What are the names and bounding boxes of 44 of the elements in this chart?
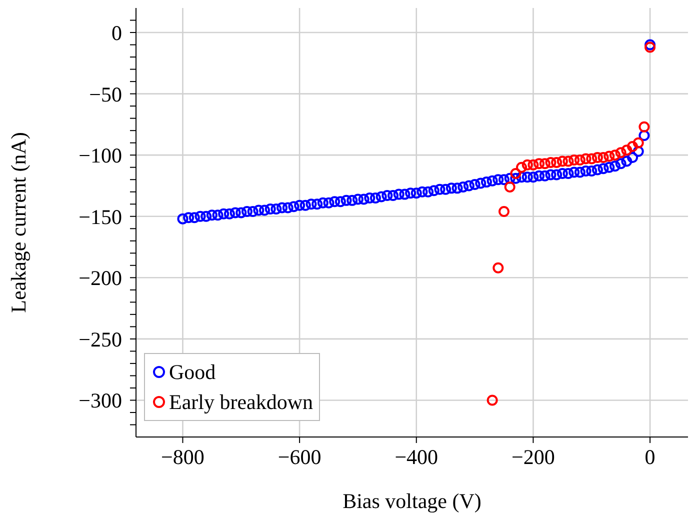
point (627, 141, 638, 152)
point (522, 159, 533, 170)
point (498, 206, 510, 217)
y-axis-title: Leakage current (nA) (6, 132, 30, 313)
y-tick-label: −200 (78, 266, 122, 290)
y-tick-label: −300 (78, 388, 122, 413)
point (510, 168, 522, 179)
point (574, 154, 586, 166)
point (638, 121, 650, 132)
x-tick-label: −400 (394, 444, 438, 469)
point (486, 394, 498, 406)
point (615, 147, 626, 158)
point (621, 144, 632, 156)
point (492, 262, 504, 274)
point (580, 153, 592, 164)
x-axis-title: Bias voltage (V) (342, 489, 482, 513)
point (632, 137, 644, 148)
point (528, 159, 539, 170)
y-tick-label: −250 (78, 327, 122, 352)
point (609, 150, 620, 161)
x-tick-label: −600 (278, 444, 322, 469)
y-tick-label: −50 (89, 82, 122, 106)
point (604, 150, 615, 162)
point (516, 162, 528, 173)
y-tick-label: −100 (78, 144, 122, 168)
point (592, 152, 603, 164)
legend-label: Early breakdown (169, 389, 314, 416)
point (545, 156, 556, 168)
y-tick-label: 0 (112, 20, 122, 45)
x-tick-label: −200 (512, 444, 555, 469)
legend-label: Good (169, 359, 216, 386)
point (551, 156, 562, 168)
y-tick-label: −150 (78, 204, 122, 229)
point (644, 42, 656, 53)
point (586, 153, 598, 164)
point (568, 154, 580, 166)
point (504, 181, 516, 192)
point (556, 156, 568, 167)
x-tick-label: −800 (161, 444, 204, 469)
point (562, 156, 574, 167)
point (539, 158, 550, 170)
x-tick-label: 0 (644, 444, 656, 469)
point (534, 158, 545, 170)
point (598, 152, 609, 164)
